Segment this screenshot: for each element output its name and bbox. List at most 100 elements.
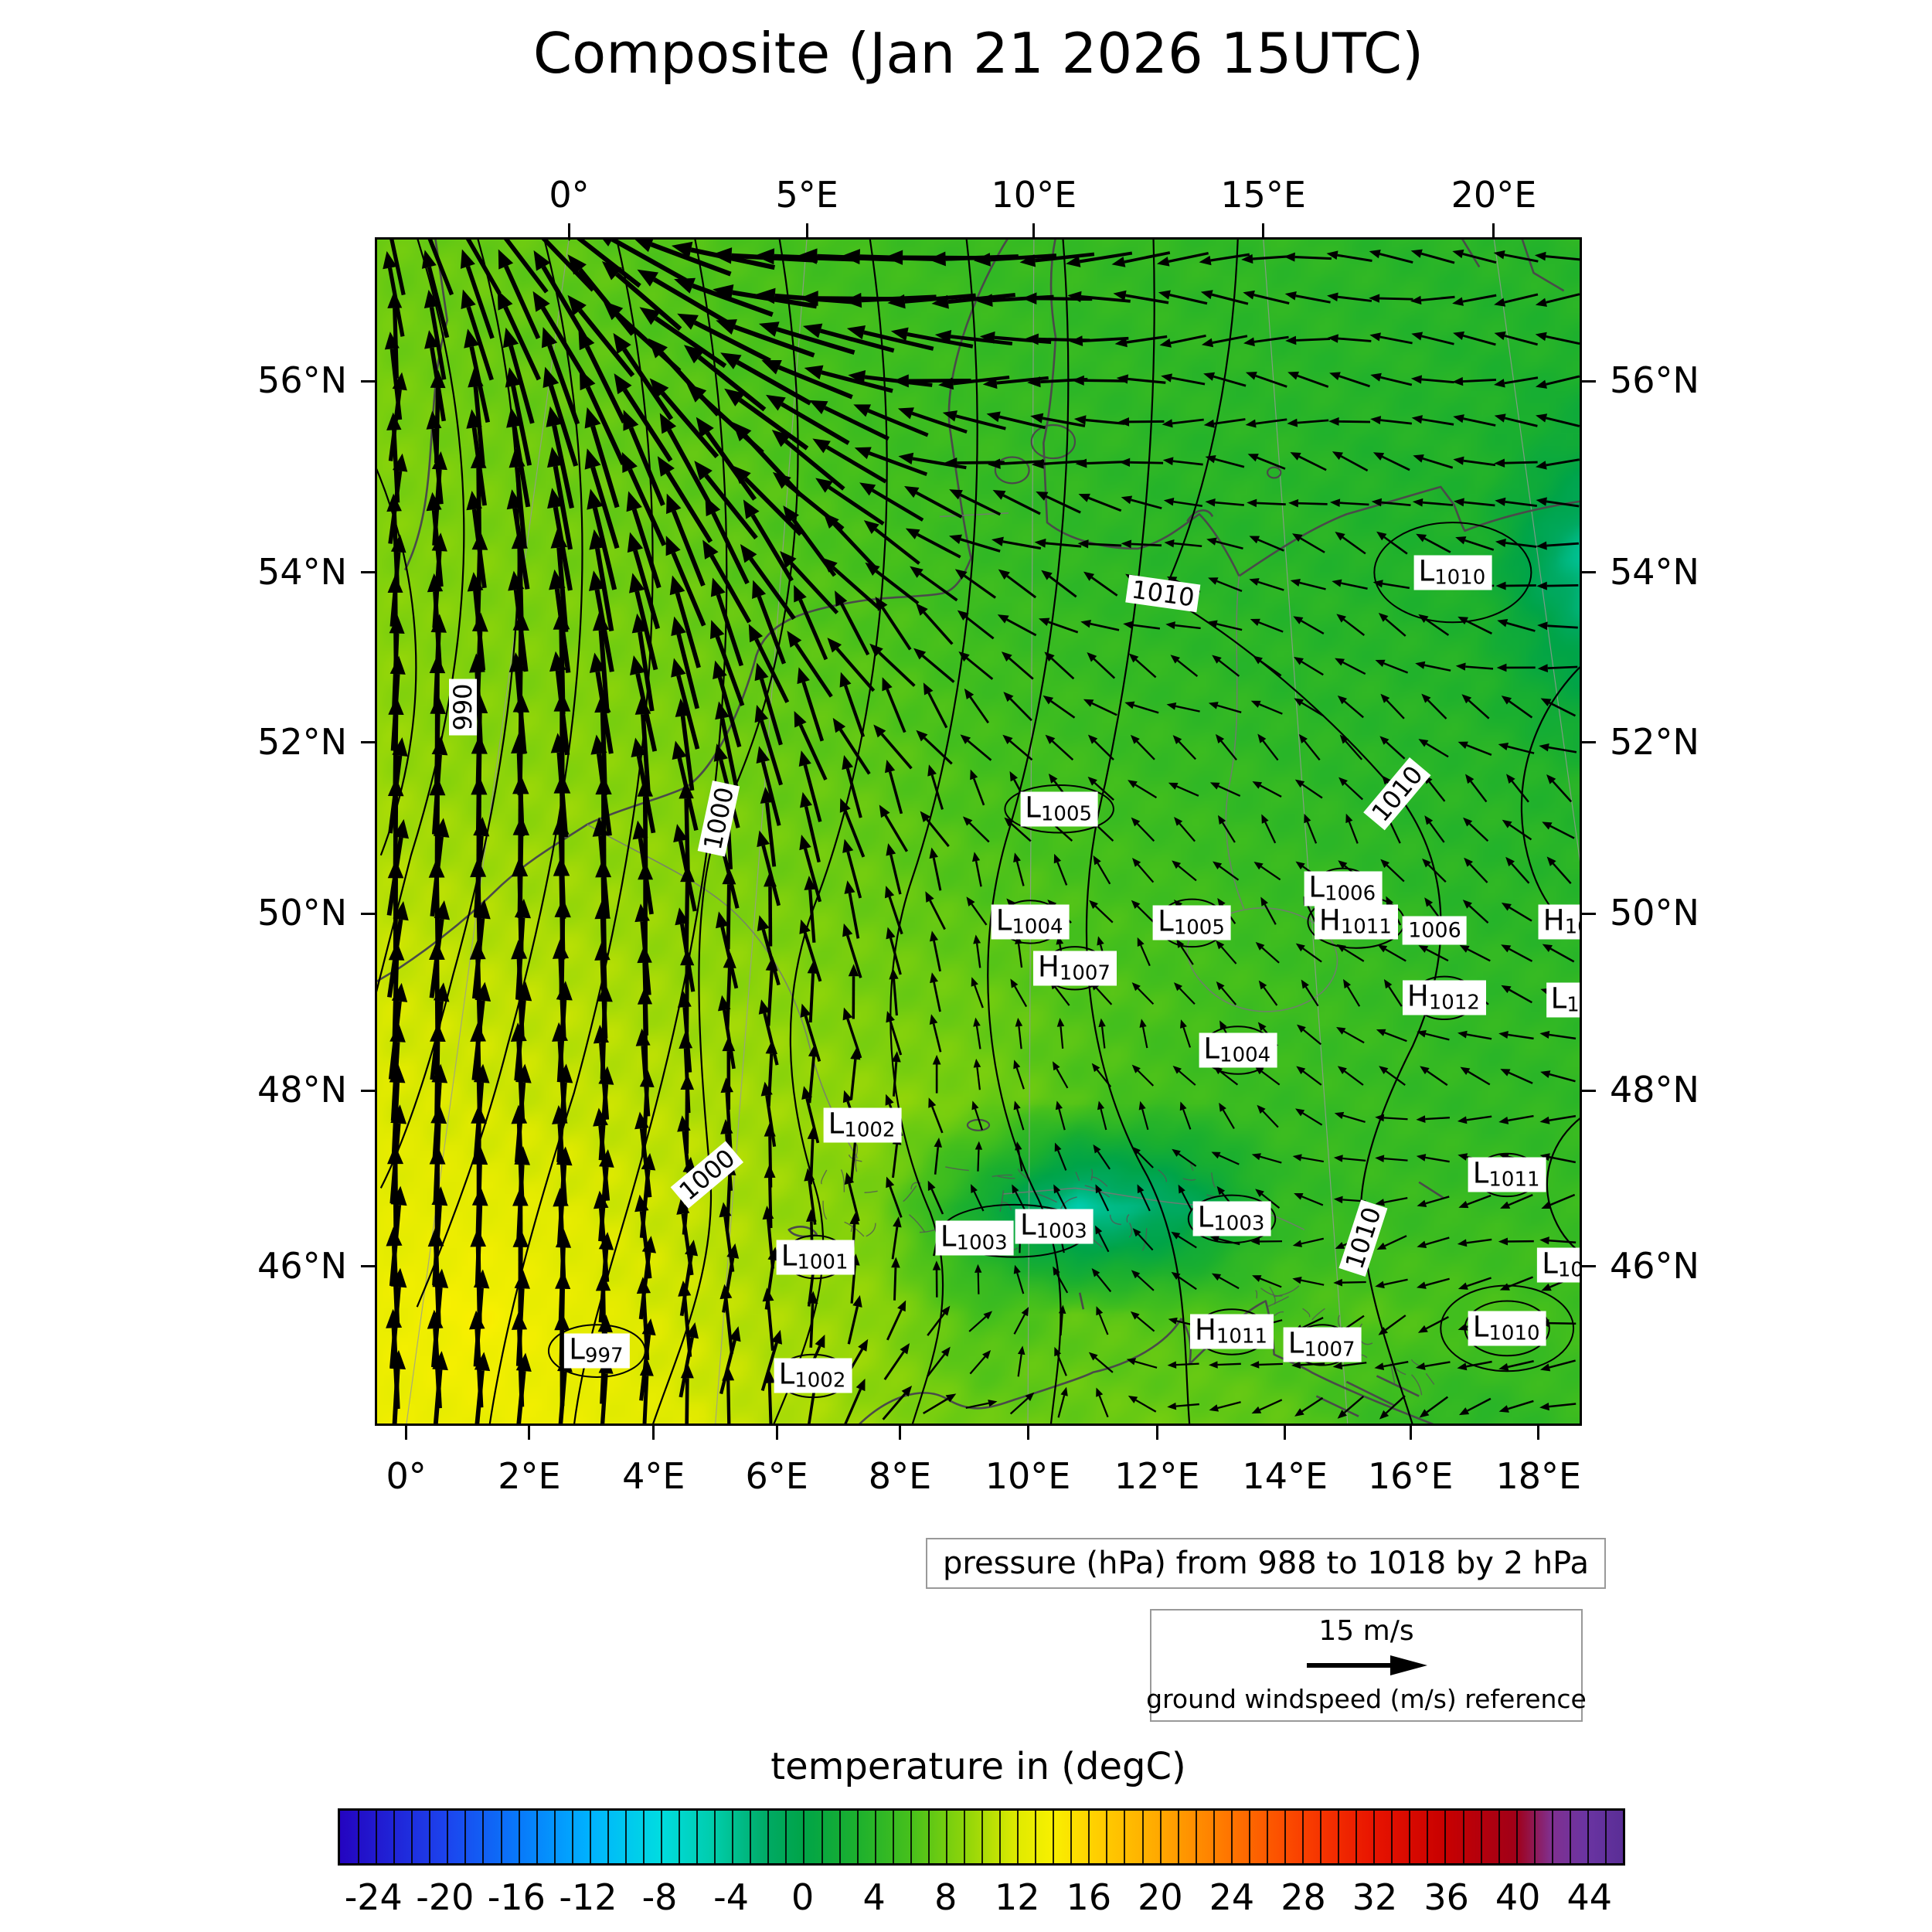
- wind-arrow-head: [975, 1264, 982, 1273]
- wind-arrow-head: [387, 777, 404, 797]
- wind-arrow-shaft: [887, 1310, 901, 1340]
- wind-arrow-shaft: [1306, 987, 1318, 1006]
- wind-arrow-shaft: [969, 1317, 985, 1332]
- axis-label-bottom: 0°: [386, 1455, 427, 1497]
- wind-arrow-head: [1167, 1402, 1177, 1410]
- wind-arrow-head: [512, 774, 529, 794]
- pressure-center-letter: L: [1542, 1247, 1558, 1281]
- axis-label-left: 50°N: [257, 892, 347, 934]
- wind-arrow-head: [669, 575, 685, 596]
- wind-arrow-head: [1418, 739, 1429, 747]
- wind-arrow-head: [621, 451, 638, 473]
- wind-arrow-shaft: [889, 896, 902, 934]
- wind-arrow-head: [998, 569, 1010, 580]
- wind-arrow-head: [852, 1294, 862, 1308]
- wind-arrow-head: [835, 590, 848, 607]
- wind-arrow-shaft: [1124, 253, 1170, 262]
- wind-arrow-head: [843, 292, 862, 308]
- wind-arrow-head: [473, 1269, 490, 1289]
- wind-arrow-shaft: [1260, 1278, 1282, 1287]
- wind-arrow-shaft: [1508, 1361, 1533, 1367]
- wind-arrow-head: [1128, 653, 1139, 663]
- colorbar-tick-label: -16: [487, 1876, 546, 1918]
- wind-arrow-shaft: [505, 307, 539, 379]
- wind-arrow-head: [1166, 702, 1177, 710]
- wind-arrow-shaft: [1345, 1071, 1363, 1085]
- wind-arrow-head: [1458, 741, 1468, 750]
- wind-arrow-head: [1250, 1237, 1260, 1246]
- wind-arrow-shaft: [644, 1376, 647, 1426]
- wind-arrow-head: [1494, 379, 1505, 388]
- wind-arrow-shaft: [990, 256, 1056, 260]
- wind-arrow-head: [1095, 1184, 1103, 1194]
- wind-arrow-shaft: [975, 1192, 984, 1211]
- wind-arrow-shaft: [1219, 661, 1240, 676]
- wind-arrow-head: [1294, 1192, 1304, 1200]
- wind-arrow-head: [637, 777, 654, 797]
- colorbar-segment-divider: [1444, 1811, 1447, 1863]
- wind-arrow-head: [1541, 1283, 1552, 1291]
- wind-arrow-shaft: [827, 447, 886, 482]
- wind-arrow-shaft: [1261, 866, 1281, 879]
- wind-arrow-shaft: [674, 511, 703, 585]
- pressure-center-label: H10: [1538, 904, 1582, 940]
- wind-arrow-head: [426, 492, 442, 512]
- wind-arrow-head: [639, 1359, 654, 1376]
- wind-arrow-shaft: [1302, 1196, 1323, 1205]
- wind-arrow-head: [720, 352, 742, 369]
- wind-arrow-shaft: [869, 453, 927, 474]
- colorbar-segment-divider: [981, 1811, 983, 1863]
- wind-arrow-head: [1298, 733, 1308, 743]
- axis-label-top: 0°: [549, 174, 590, 216]
- wind-arrow-shaft: [935, 1147, 938, 1175]
- wind-arrow-shaft: [1214, 419, 1245, 423]
- wind-arrow-head: [783, 505, 800, 524]
- wind-arrow-shaft: [1387, 866, 1404, 882]
- temperature-colorbar: [338, 1808, 1625, 1866]
- wind-arrow-shaft: [1083, 338, 1129, 341]
- wind-arrow-head: [665, 536, 681, 556]
- wind-arrow-head: [1209, 782, 1220, 790]
- wind-arrow-shaft: [1549, 702, 1575, 716]
- wind-arrow-shaft: [767, 803, 774, 867]
- wind-arrow-head: [427, 573, 444, 593]
- wind-arrow-head: [1091, 1063, 1100, 1073]
- wind-arrow-head: [592, 817, 609, 837]
- wind-arrow-shaft: [1223, 822, 1235, 842]
- wind-arrow-head: [1156, 257, 1170, 267]
- pressure-contour: [773, 237, 886, 1426]
- wind-arrow-head: [886, 843, 896, 856]
- wind-arrow-shaft: [1142, 1109, 1148, 1129]
- wind-arrow-shaft: [1386, 1396, 1405, 1413]
- axis-label-right: 54°N: [1610, 550, 1699, 593]
- wind-arrow-shaft: [1549, 1157, 1576, 1162]
- wind-arrow-shaft: [968, 741, 992, 760]
- colorbar-segment-divider: [1213, 1811, 1215, 1863]
- axis-label-bottom: 18°E: [1495, 1455, 1582, 1497]
- wind-arrow-shaft: [934, 940, 940, 971]
- wind-arrow-head: [1137, 937, 1145, 947]
- wind-arrow-head: [386, 412, 402, 430]
- wind-arrow-shaft: [801, 600, 826, 659]
- pressure-center-label: L 997: [564, 1333, 630, 1369]
- wind-arrow-head: [1542, 944, 1553, 952]
- wind-arrow-head: [1128, 1395, 1138, 1403]
- wind-arrow-shaft: [1343, 662, 1366, 674]
- wind-arrow-head: [761, 359, 782, 375]
- wind-arrow-head: [1375, 659, 1386, 668]
- wind-arrow-shaft: [825, 408, 889, 439]
- colorbar-tick-label: 36: [1423, 1876, 1469, 1918]
- wind-arrow-head: [1540, 1070, 1551, 1079]
- colorbar-tick-label: 44: [1566, 1876, 1612, 1918]
- wind-arrow-head: [1172, 735, 1182, 744]
- wind-arrow-head: [1418, 945, 1429, 953]
- wind-arrow-head: [1502, 819, 1512, 828]
- wind-arrow-head: [1257, 733, 1267, 743]
- wind-arrow-head: [1412, 498, 1423, 507]
- wind-arrow-shaft: [718, 595, 741, 666]
- wind-arrow-head: [553, 774, 571, 794]
- wind-arrow-head: [685, 1240, 699, 1257]
- wind-arrow-shaft: [1099, 1192, 1108, 1211]
- wind-arrow-shaft: [848, 935, 861, 978]
- wind-arrow-shaft: [1342, 1158, 1366, 1161]
